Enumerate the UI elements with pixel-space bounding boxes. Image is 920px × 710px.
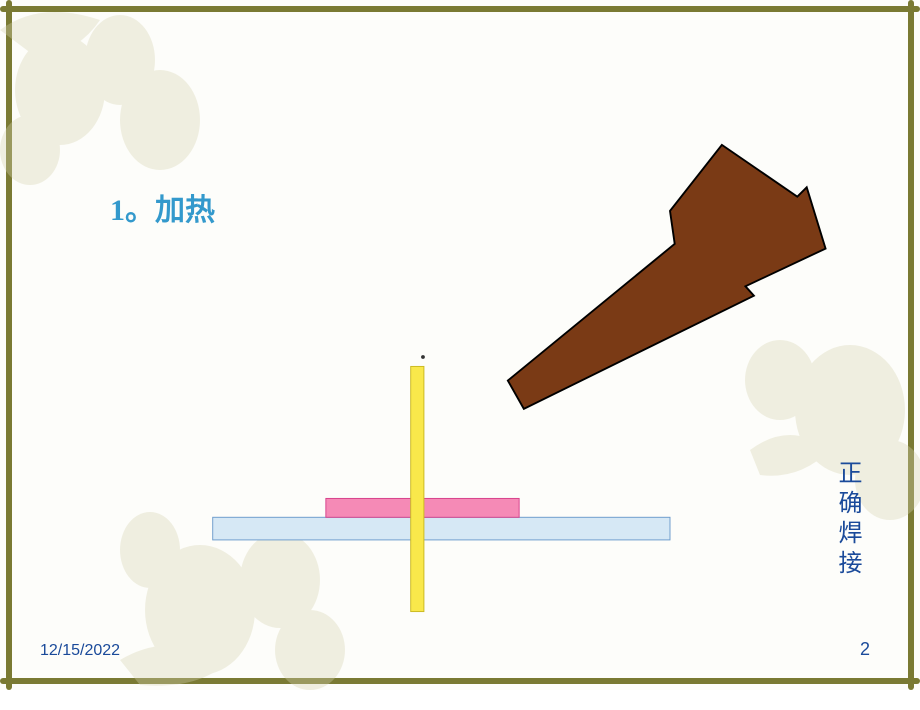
pcb-board: [213, 517, 670, 540]
component-lead: [411, 366, 424, 611]
soldering-diagram: [175, 130, 835, 650]
step-separator: 。: [125, 194, 155, 227]
side-caption: 正确焊接: [830, 460, 865, 580]
step-number: 1: [110, 194, 125, 227]
reference-dot: [421, 355, 425, 359]
footer-page-number: 2: [860, 639, 870, 660]
footer-date: 12/15/2022: [40, 642, 120, 660]
soldering-iron: [508, 145, 826, 409]
